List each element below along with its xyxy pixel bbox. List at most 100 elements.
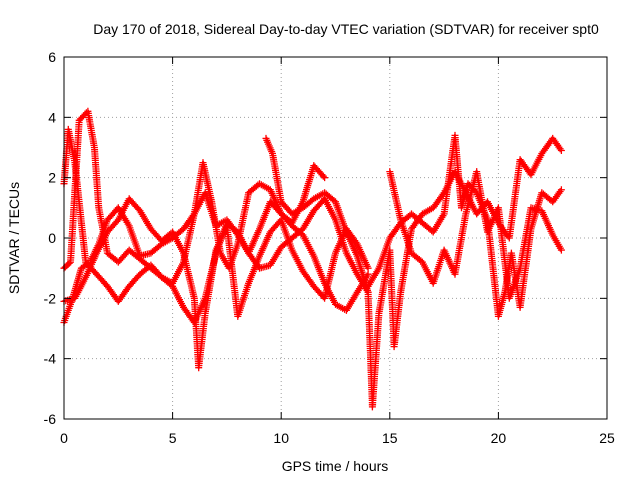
y-tick-label: -4: [44, 351, 57, 367]
data-point-marks: [64, 125, 78, 164]
data-point: [557, 246, 565, 254]
data-point-marks: [310, 252, 328, 285]
data-point-marks: [103, 217, 121, 236]
data-point-marks: [212, 217, 229, 230]
data-point-marks: [158, 273, 175, 289]
data-point-marks: [299, 267, 317, 289]
data-point-marks: [125, 222, 143, 258]
data-point: [321, 174, 329, 182]
data-point-marks: [299, 196, 316, 212]
data-point-marks: [90, 144, 103, 210]
x-tick-label: 15: [382, 430, 398, 446]
data-point-marks: [408, 210, 425, 226]
x-tick-label: 5: [169, 430, 177, 446]
data-point-marks: [516, 227, 535, 311]
data-point-marks: [299, 164, 317, 206]
data-point-marks: [256, 200, 274, 233]
data-point-marks: [321, 195, 338, 222]
data-point: [557, 186, 565, 194]
data-point-marks: [277, 210, 295, 228]
series-track-g: [386, 168, 565, 302]
data-point-marks: [310, 162, 327, 180]
data-point-marks: [494, 290, 508, 320]
data-point-marks: [364, 266, 382, 290]
data-point-marks: [180, 249, 198, 300]
y-tick-label: 6: [48, 49, 56, 65]
data-point-marks: [199, 159, 215, 204]
data-point-marks: [234, 231, 251, 255]
data-point-marks: [245, 249, 262, 270]
data-point-marks: [321, 189, 338, 204]
data-point-marks: [332, 300, 349, 313]
data-point-marks: [390, 291, 404, 351]
data-point-marks: [342, 290, 360, 314]
data-point-marks: [93, 270, 110, 289]
data-point-marks: [169, 282, 186, 309]
data-point-marks: [125, 272, 143, 290]
y-tick-label: 2: [48, 170, 56, 186]
data-point-marks: [332, 216, 350, 255]
data-point-marks: [299, 231, 317, 258]
data-point-marks: [136, 207, 154, 231]
series-track-b: [60, 125, 372, 326]
x-tick-label: 0: [60, 430, 68, 446]
data-point-marks: [538, 207, 556, 237]
x-tick-label: 20: [491, 430, 507, 446]
data-point-marks: [266, 245, 284, 269]
data-point-marks: [505, 266, 523, 302]
x-tick-label: 10: [273, 430, 289, 446]
x-tick-label: 25: [599, 430, 615, 446]
data-point-marks: [458, 182, 471, 212]
data-point-marks: [332, 198, 350, 234]
data-point-marks: [288, 205, 305, 218]
data-point-marks: [321, 251, 339, 302]
data-point-marks: [256, 230, 273, 260]
data-point-marks: [288, 226, 305, 242]
chart-title: Day 170 of 2018, Sidereal Day-to-day VTE…: [93, 21, 599, 37]
data-point-marks: [262, 134, 276, 156]
data-point-marks: [234, 281, 252, 320]
data-point-marks: [429, 212, 447, 236]
data-point-marks: [201, 189, 219, 228]
data-point-marks: [549, 188, 564, 206]
data-point-marks: [256, 180, 272, 193]
y-tick-label: -6: [44, 411, 57, 427]
data-point-marks: [429, 190, 447, 212]
data-point-marks: [473, 168, 491, 234]
data-point-marks: [299, 209, 317, 233]
data-point: [557, 147, 565, 155]
data-point-marks: [201, 248, 220, 317]
data-point-marks: [516, 206, 535, 272]
data-point-marks: [375, 236, 393, 272]
data-point-marks: [386, 168, 404, 222]
data-point-marks: [549, 231, 564, 252]
data-point-marks: [95, 218, 111, 248]
data-point-marks: [169, 226, 186, 242]
series-track-a: [60, 107, 329, 287]
data-point-marks: [223, 216, 241, 237]
data-point-marks: [125, 195, 143, 213]
data-point-marks: [549, 134, 564, 153]
data-point-marks: [77, 259, 92, 272]
series-track-d: [60, 189, 372, 326]
data-point-marks: [288, 246, 306, 273]
data-point-marks: [69, 266, 85, 302]
y-tick-label: -2: [44, 290, 57, 306]
y-axis-label: SDTVAR / TECUs: [6, 182, 22, 294]
data-point-marks: [158, 235, 175, 248]
data-point-marks: [451, 212, 469, 278]
data-point-marks: [223, 222, 241, 318]
data-point-marks: [147, 261, 164, 280]
data-point-marks: [114, 204, 132, 228]
data-point-marks: [180, 212, 197, 233]
data-point-marks: [86, 242, 102, 266]
data-point-marks: [277, 235, 294, 251]
data-point-marks: [342, 249, 360, 276]
data-point-marks: [342, 228, 360, 258]
x-axis-label: GPS time / hours: [282, 458, 389, 474]
data-point-marks: [84, 107, 98, 149]
data-point: [364, 264, 372, 272]
data-point-marks: [71, 159, 89, 264]
data-point-marks: [418, 205, 435, 218]
